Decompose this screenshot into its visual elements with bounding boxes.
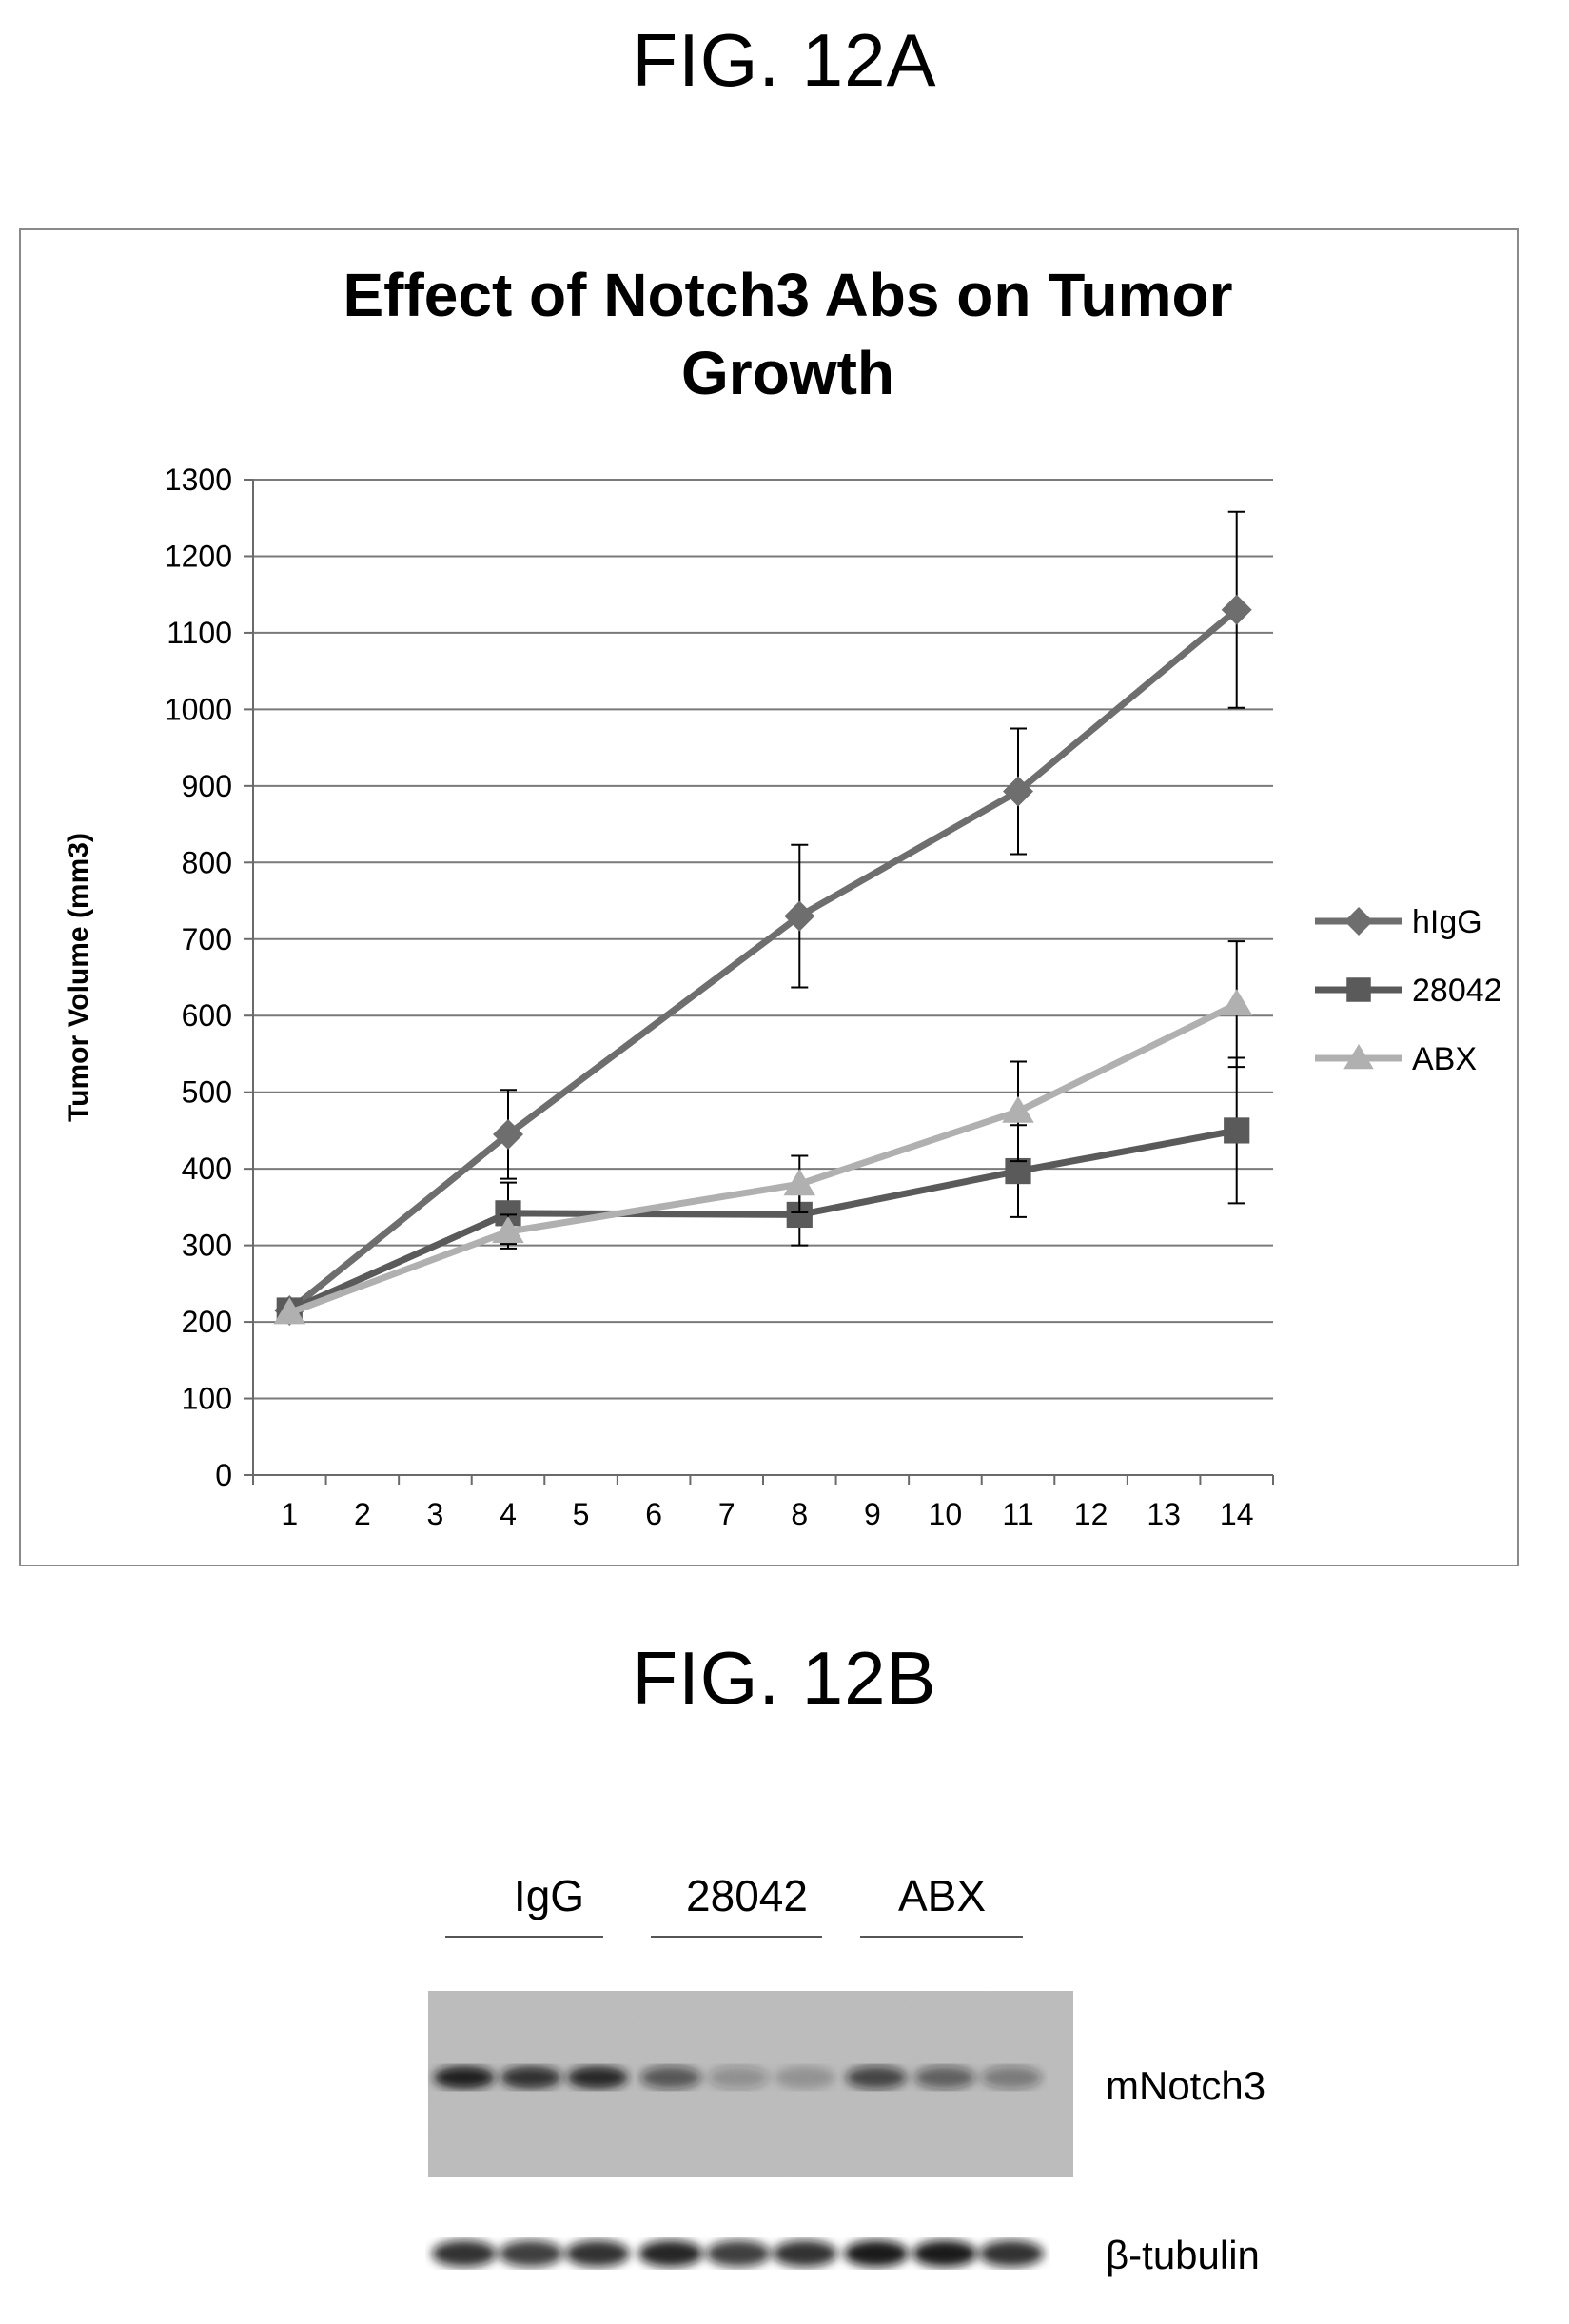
y-tick-label: 800 [182, 845, 232, 879]
legend-label: hIgG [1412, 904, 1482, 940]
blot-row-label: mNotch3 [1106, 2063, 1265, 2108]
mnotch3-band [914, 2066, 975, 2089]
tubulin-band [706, 2240, 771, 2267]
legend-marker [1344, 907, 1373, 936]
figure-a-label: FIG. 12A [632, 18, 937, 102]
mnotch3-band [500, 2066, 561, 2089]
y-tick-label: 1200 [165, 539, 232, 573]
data-point [1003, 776, 1033, 807]
legend-label: 28042 [1412, 973, 1502, 1009]
y-tick-label: 700 [182, 922, 232, 956]
x-tick-label: 1 [281, 1497, 298, 1531]
data-point [1221, 594, 1252, 625]
x-tick-label: 11 [1002, 1497, 1033, 1531]
legend-item-ABX: ABX [1315, 1041, 1477, 1077]
y-tick-label: 600 [182, 998, 232, 1033]
data-point [784, 900, 815, 932]
y-axis-label: Tumor Volume (mm3) [63, 833, 94, 1122]
y-tick-label: 500 [182, 1075, 232, 1110]
y-tick-label: 200 [182, 1305, 232, 1339]
mnotch3-band [981, 2066, 1042, 2089]
x-tick-label: 12 [1074, 1497, 1108, 1531]
y-tick-label: 1300 [165, 463, 232, 497]
legend-marker [1346, 977, 1371, 1002]
x-tick-label: 8 [791, 1497, 808, 1531]
mnotch3-band [434, 2066, 495, 2089]
y-tick-label: 900 [182, 769, 232, 803]
x-tick-label: 5 [573, 1497, 590, 1531]
blot-group-label: IgG [514, 1871, 584, 1920]
tubulin-band [773, 2240, 837, 2267]
chart-title-line: Growth [681, 339, 894, 407]
chart-title-line: Effect of Notch3 Abs on Tumor [343, 261, 1232, 329]
data-point [1220, 989, 1253, 1016]
legend-marker [1343, 1044, 1374, 1070]
y-tick-label: 100 [182, 1382, 232, 1416]
mnotch3-band [567, 2066, 628, 2089]
blot-group-label: ABX [898, 1871, 986, 1920]
mnotch3-band [640, 2066, 701, 2089]
legend-item-hIgG: hIgG [1315, 904, 1482, 940]
x-tick-label: 6 [645, 1497, 662, 1531]
series-ABX [273, 940, 1253, 1325]
blot-group-label: 28042 [686, 1871, 808, 1920]
tubulin-band [844, 2240, 909, 2267]
x-tick-label: 13 [1147, 1497, 1181, 1531]
x-tick-label: 7 [718, 1497, 735, 1531]
legend-label: ABX [1412, 1041, 1477, 1077]
x-tick-label: 9 [864, 1497, 881, 1531]
data-point [783, 1169, 816, 1196]
tumor-growth-chart: Effect of Notch3 Abs on Tumor Growth 0 100… [63, 261, 1502, 1531]
tubulin-band [432, 2240, 497, 2267]
y-tick-label: 1000 [165, 692, 232, 726]
tubulin-band [912, 2240, 977, 2267]
y-tick-label: 0 [215, 1458, 232, 1492]
tubulin-band [565, 2240, 630, 2267]
x-tick-label: 10 [929, 1497, 963, 1531]
data-point [273, 1297, 306, 1325]
legend-item-28042: 28042 [1315, 973, 1502, 1009]
y-tick-label: 1100 [167, 616, 232, 650]
mnotch3-band [775, 2066, 835, 2089]
tubulin-band [499, 2240, 563, 2267]
data-point [493, 1118, 523, 1150]
blot-row-label: β-tubulin [1106, 2233, 1260, 2277]
x-tick-label: 4 [500, 1497, 517, 1531]
chart-frame: Effect of Notch3 Abs on Tumor Growth 0 100… [19, 228, 1519, 1566]
tubulin-band [638, 2240, 703, 2267]
mnotch3-band [708, 2066, 769, 2089]
data-point [1002, 1095, 1034, 1123]
y-tick-label: 400 [182, 1152, 232, 1186]
data-point [1224, 1117, 1250, 1144]
x-tick-label: 14 [1220, 1497, 1254, 1531]
figure-b-label: FIG. 12B [632, 1636, 937, 1720]
x-tick-label: 2 [354, 1497, 371, 1531]
mnotch3-band [846, 2066, 907, 2089]
tubulin-band [979, 2240, 1044, 2267]
data-point [492, 1216, 524, 1244]
y-tick-label: 300 [182, 1229, 232, 1263]
x-tick-label: 3 [427, 1497, 444, 1531]
data-point [1005, 1157, 1031, 1185]
